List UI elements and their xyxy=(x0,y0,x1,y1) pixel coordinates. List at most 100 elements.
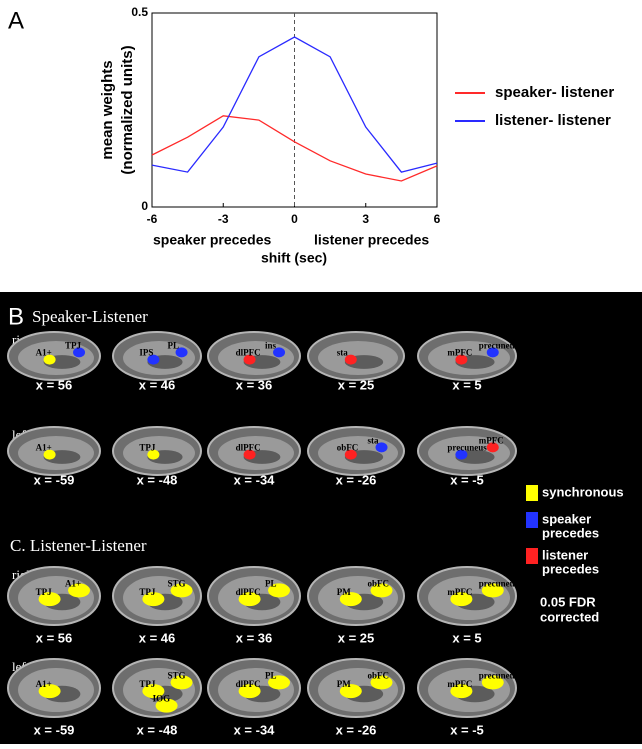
slice-label: x = -26 xyxy=(336,472,377,487)
slice-label: x = 46 xyxy=(139,630,176,645)
brain-image: PM obFC xyxy=(308,567,404,625)
slice-label: x = -34 xyxy=(234,722,276,737)
panel-letter: B xyxy=(8,303,24,330)
brain-image: dlPFC PL xyxy=(208,567,300,625)
note: 0.05 FDR xyxy=(540,594,596,609)
y-axis-label: (normalized units) xyxy=(119,45,136,174)
region-label: TPJ xyxy=(139,443,156,453)
region-label: dlPFC xyxy=(236,348,261,358)
panel-title: Speaker-Listener xyxy=(32,307,148,326)
slice-label: x = -59 xyxy=(34,472,75,487)
region-label: obFC xyxy=(368,670,390,680)
slice-label: x = -5 xyxy=(450,722,484,737)
slice-label: x = 36 xyxy=(236,630,273,645)
region-label: PL xyxy=(168,340,180,350)
brain-image: A1+ xyxy=(8,659,100,717)
brain-image: PM obFC xyxy=(308,659,404,717)
brain-image: obFC sta xyxy=(308,427,404,475)
x-tick-label: 0 xyxy=(291,212,298,226)
region-label: TPJ xyxy=(139,587,156,597)
region-label: sta xyxy=(368,435,379,445)
slice-label: x = -34 xyxy=(234,472,276,487)
slice-label: x = 36 xyxy=(236,377,273,392)
brain-image: dlPFC PL xyxy=(208,659,300,717)
legend-label: speaker xyxy=(542,511,591,526)
x-annotation: speaker precedes xyxy=(153,232,272,248)
legend-swatch xyxy=(526,512,538,528)
region-label: A1+ xyxy=(36,679,52,689)
brain-image: sta xyxy=(308,332,404,380)
region-label: obFC xyxy=(337,443,359,453)
region-label: STG xyxy=(168,578,186,588)
legend-label: speaker- listener xyxy=(495,84,614,101)
slice-label: x = 25 xyxy=(338,377,375,392)
figure: A00.5-6-3036mean weights(normalized unit… xyxy=(0,0,642,744)
region-label: ins xyxy=(265,340,277,350)
legend-label: listener xyxy=(542,547,588,562)
region-label: PL xyxy=(265,670,277,680)
region-label: A1+ xyxy=(36,443,52,453)
region-label: mPFC xyxy=(447,679,472,689)
y-tick-label: 0.5 xyxy=(131,5,148,19)
slice-label: x = -26 xyxy=(336,722,377,737)
slice-label: x = -48 xyxy=(137,722,178,737)
region-label: mPFC xyxy=(447,587,472,597)
region-label: PM xyxy=(337,679,351,689)
region-label: PL xyxy=(265,578,277,588)
slice-label: x = -48 xyxy=(137,472,178,487)
brain-image: A1+ xyxy=(8,427,100,475)
legend-label: precedes xyxy=(542,525,599,540)
region-label: mPFC xyxy=(479,435,504,445)
brain-image: TPJ STG xyxy=(113,567,201,625)
panel-title: C. Listener-Listener xyxy=(10,536,147,555)
slice-label: x = 5 xyxy=(452,630,481,645)
legend-swatch xyxy=(526,485,538,501)
region-label: A1+ xyxy=(65,578,81,588)
region-label: precuneus xyxy=(479,670,519,680)
y-axis-label: mean weights xyxy=(99,60,116,159)
region-label: precuneus xyxy=(479,340,519,350)
region-label: PM xyxy=(337,587,351,597)
legend-label: listener- listener xyxy=(495,112,611,129)
region-label: IPS xyxy=(139,348,153,358)
brain-image: TPJ xyxy=(113,427,201,475)
brain-image: mPFC precuneus xyxy=(418,332,519,380)
slice-label: x = -59 xyxy=(34,722,75,737)
panel-letter: A xyxy=(8,7,24,34)
region-label: STG xyxy=(168,670,186,680)
region-label: sta xyxy=(337,348,348,358)
brain-image: TPJ STG IOG xyxy=(113,659,201,717)
x-tick-label: -3 xyxy=(218,212,229,226)
note: corrected xyxy=(540,609,599,624)
legend-label: synchronous xyxy=(542,484,624,499)
region-label: TPJ xyxy=(36,587,53,597)
region-label: A1+ xyxy=(36,348,52,358)
brain-image: mPFC precuneus xyxy=(418,567,519,625)
x-axis-label: shift (sec) xyxy=(261,250,327,266)
x-tick-label: 3 xyxy=(362,212,369,226)
brain-image: IPS PL xyxy=(113,332,201,380)
legend-swatch xyxy=(526,548,538,564)
region-label: dlPFC xyxy=(236,587,261,597)
slice-label: x = 25 xyxy=(338,630,375,645)
slice-label: x = -5 xyxy=(450,472,484,487)
x-tick-label: 6 xyxy=(434,212,441,226)
slice-label: x = 5 xyxy=(452,377,481,392)
region-label: dlPFC xyxy=(236,443,261,453)
region-label: obFC xyxy=(368,578,390,588)
slice-label: x = 56 xyxy=(36,630,73,645)
region-label: IOG xyxy=(153,694,171,704)
region-label: mPFC xyxy=(447,348,472,358)
region-label: TPJ xyxy=(139,679,156,689)
region-label: dlPFC xyxy=(236,679,261,689)
brain-image: TPJ A1+ xyxy=(8,567,100,625)
brain-image: dlPFC ins xyxy=(208,332,300,380)
brain-image: dlPFC xyxy=(208,427,300,475)
slice-label: x = 46 xyxy=(139,377,176,392)
brain-image: mPFC precuneus xyxy=(418,659,519,717)
region-label: precuneus xyxy=(479,578,519,588)
y-tick-label: 0 xyxy=(141,199,148,213)
legend-label: precedes xyxy=(542,561,599,576)
brain-image: A1+TPJ xyxy=(8,332,100,380)
